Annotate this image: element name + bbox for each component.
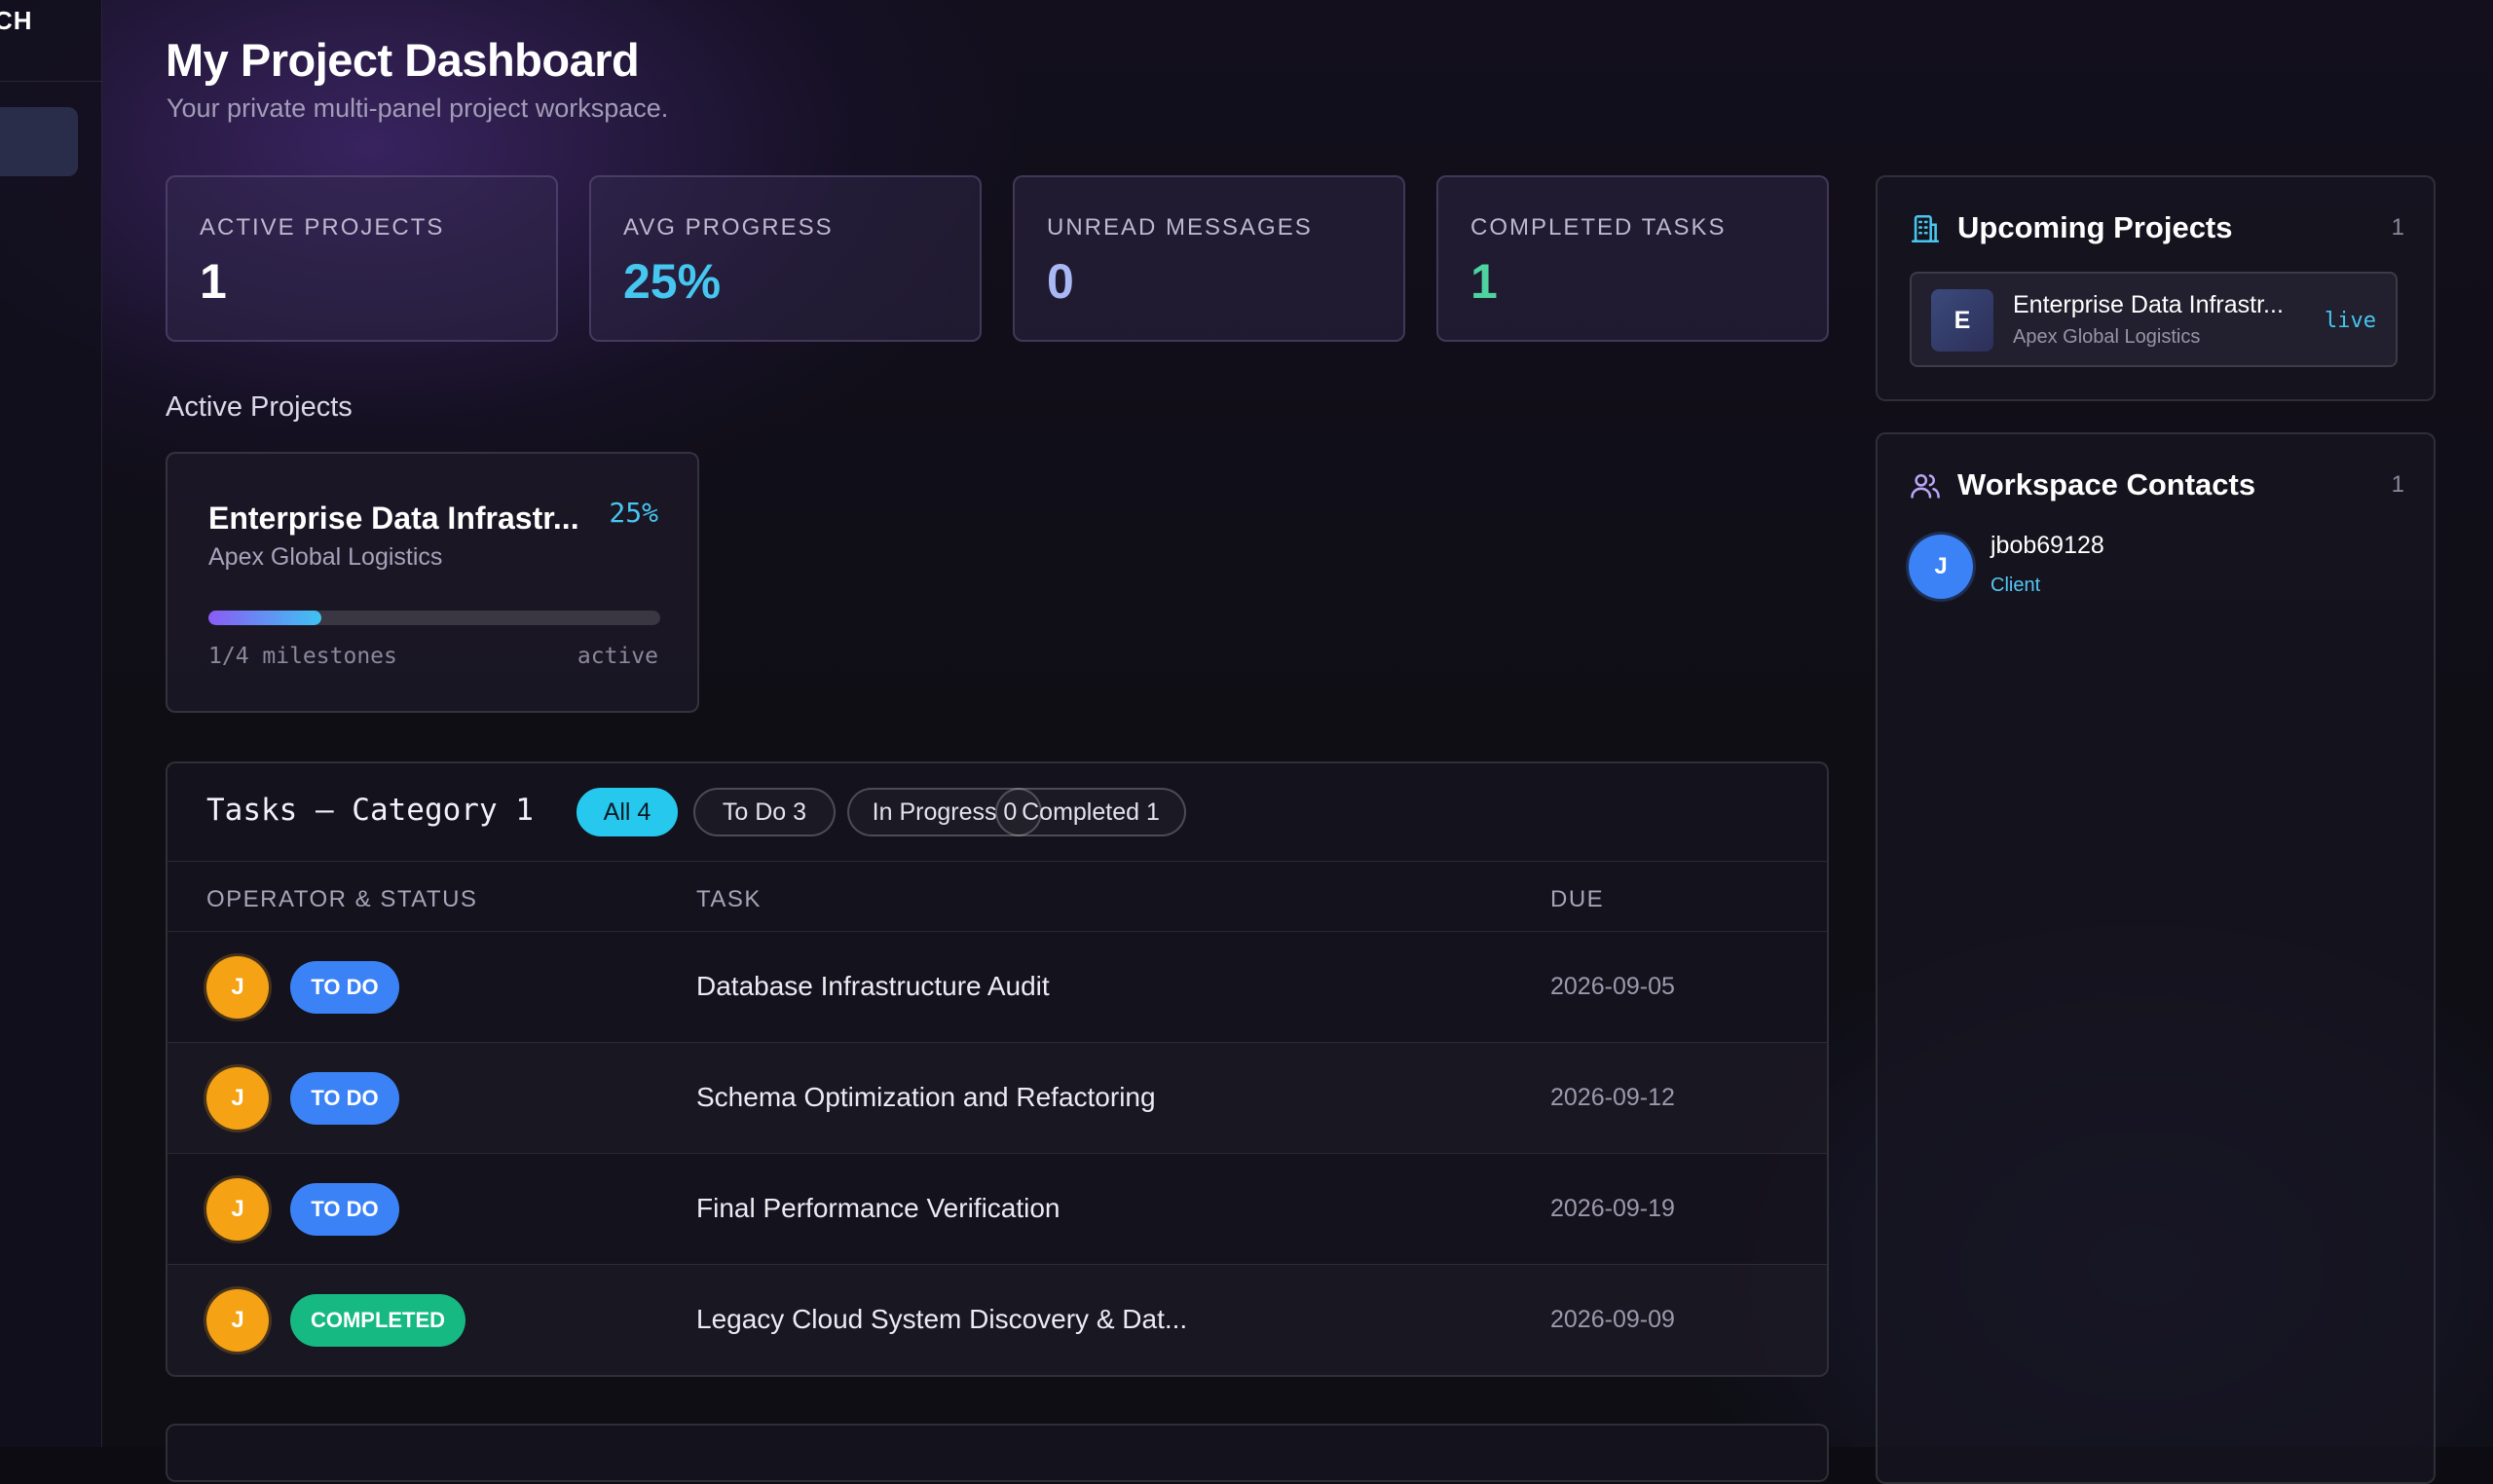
table-row[interactable]: J TO DO Schema Optimization and Refactor… xyxy=(167,1042,1827,1153)
task-due-date: 2026-09-19 xyxy=(1550,1195,1675,1222)
project-percent: 25% xyxy=(609,497,658,529)
upcoming-project-name: Enterprise Data Infrastr... xyxy=(2013,291,2284,318)
workspace-contacts-count: 1 xyxy=(2391,471,2404,498)
status-badge: TO DO xyxy=(290,961,399,1014)
sidebar-item-active[interactable] xyxy=(0,107,78,176)
contact-avatar[interactable]: J xyxy=(1909,535,1973,599)
stat-label: UNREAD MESSAGES xyxy=(1047,214,1313,241)
project-card[interactable]: Enterprise Data Infrastr... 25% Apex Glo… xyxy=(166,452,699,713)
tasks-title: Tasks — Category 1 xyxy=(206,793,534,828)
task-title: Legacy Cloud System Discovery & Dat... xyxy=(696,1304,1188,1334)
contact-role: Client xyxy=(1991,575,2041,596)
task-title: Schema Optimization and Refactoring xyxy=(696,1082,1156,1112)
project-initial-avatar: E xyxy=(1931,289,1993,352)
page-title: My Project Dashboard xyxy=(166,34,640,86)
workspace-contacts-title: Workspace Contacts xyxy=(1957,467,2256,501)
stat-label: COMPLETED TASKS xyxy=(1470,214,1727,241)
live-tag: live xyxy=(2325,309,2376,333)
upcoming-projects-title: Upcoming Projects xyxy=(1957,210,2233,244)
avatar: J xyxy=(206,1289,269,1352)
page-subtitle: Your private multi-panel project workspa… xyxy=(167,93,669,123)
progress-bar xyxy=(208,611,660,625)
column-header-due: DUE xyxy=(1550,886,1605,912)
workspace-contacts-card: Workspace Contacts 1 J jbob69128 Client xyxy=(1876,432,2436,1484)
section-heading-active-projects: Active Projects xyxy=(166,391,353,423)
status-badge: TO DO xyxy=(290,1072,399,1125)
project-name: Enterprise Data Infrastr... xyxy=(208,501,579,536)
upcoming-projects-card: Upcoming Projects 1 E Enterprise Data In… xyxy=(1876,175,2436,401)
table-row[interactable]: J COMPLETED Legacy Cloud System Discover… xyxy=(167,1264,1827,1375)
stat-value: 0 xyxy=(1047,254,1074,309)
stat-card-avg-progress: AVG PROGRESS 25% xyxy=(589,175,982,342)
avatar: J xyxy=(206,1067,269,1130)
stat-value: 1 xyxy=(200,254,227,309)
task-title: Database Infrastructure Audit xyxy=(696,971,1050,1001)
users-icon xyxy=(1911,473,1940,499)
filter-todo[interactable]: To Do 3 xyxy=(693,788,836,836)
stat-card-active-projects: ACTIVE PROJECTS 1 xyxy=(166,175,558,342)
project-milestones: 1/4 milestones xyxy=(208,644,397,669)
status-badge: TO DO xyxy=(290,1183,399,1236)
stat-value: 1 xyxy=(1470,254,1498,309)
stat-value: 25% xyxy=(623,254,722,309)
column-header-task: TASK xyxy=(696,886,762,912)
building-icon xyxy=(1911,214,1940,243)
upcoming-project-item[interactable]: E Enterprise Data Infrastr... Apex Globa… xyxy=(1910,272,2398,367)
project-client: Apex Global Logistics xyxy=(208,543,443,571)
status-badge: COMPLETED xyxy=(290,1294,465,1347)
filter-all[interactable]: All 4 xyxy=(577,788,678,836)
upcoming-project-client: Apex Global Logistics xyxy=(2013,326,2201,348)
filter-completed[interactable]: Completed 1 xyxy=(995,788,1186,836)
stat-label: ACTIVE PROJECTS xyxy=(200,214,445,241)
tasks-header-divider xyxy=(167,861,1827,862)
filter-in-progress[interactable]: In Progress 0 xyxy=(847,788,1042,836)
upcoming-projects-count: 1 xyxy=(2391,214,2404,241)
task-title: Final Performance Verification xyxy=(696,1193,1060,1223)
table-row[interactable]: J TO DO Database Infrastructure Audit 20… xyxy=(167,931,1827,1042)
next-panel xyxy=(166,1424,1829,1482)
tasks-panel: Tasks — Category 1 All 4 To Do 3 In Prog… xyxy=(166,761,1829,1377)
stat-label: AVG PROGRESS xyxy=(623,214,834,241)
sidebar-brand: CH xyxy=(0,6,33,35)
column-header-operator-status: OPERATOR & STATUS xyxy=(206,886,478,912)
stat-card-completed-tasks: COMPLETED TASKS 1 xyxy=(1436,175,1829,342)
sidebar: CH xyxy=(0,0,102,1447)
sidebar-divider xyxy=(0,81,102,82)
task-due-date: 2026-09-05 xyxy=(1550,973,1675,1000)
avatar: J xyxy=(206,1178,269,1241)
table-row[interactable]: J TO DO Final Performance Verification 2… xyxy=(167,1153,1827,1264)
progress-bar-fill xyxy=(208,611,321,625)
project-status: active xyxy=(577,644,658,669)
stat-card-unread-messages: UNREAD MESSAGES 0 xyxy=(1013,175,1405,342)
contact-name[interactable]: jbob69128 xyxy=(1991,532,2104,559)
task-due-date: 2026-09-12 xyxy=(1550,1084,1675,1111)
task-due-date: 2026-09-09 xyxy=(1550,1306,1675,1333)
avatar: J xyxy=(206,956,269,1019)
